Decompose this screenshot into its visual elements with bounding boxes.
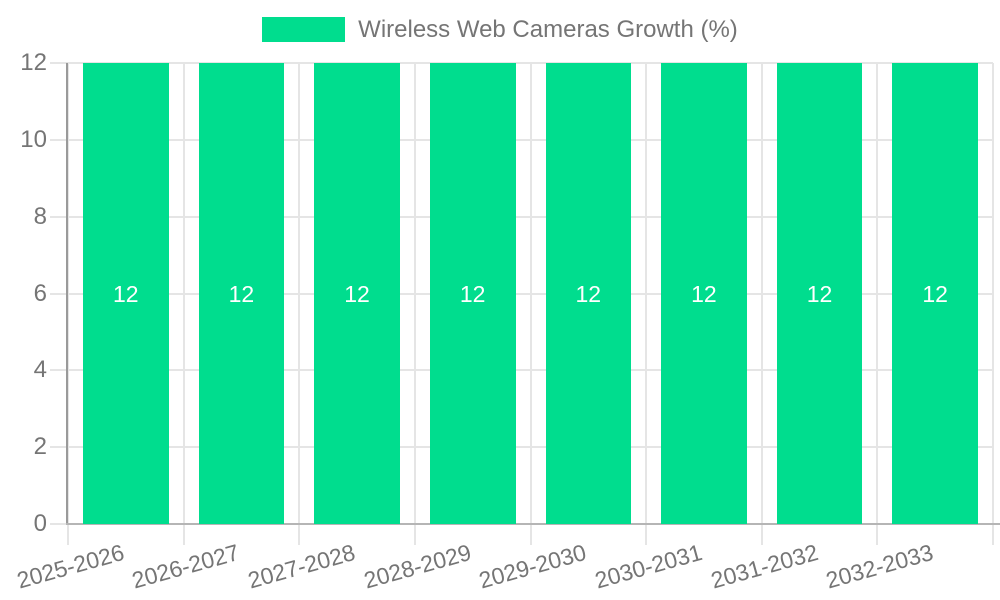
- bar-value-label: 12: [575, 280, 602, 307]
- bar-value-label: 12: [806, 280, 833, 307]
- gridline-horizontal: [50, 369, 993, 372]
- x-axis-tick-label-text: 2031-2032: [707, 539, 821, 594]
- chart-legend-item[interactable]: Wireless Web Cameras Growth (%): [0, 17, 1000, 42]
- bar[interactable]: [198, 63, 285, 524]
- gridline-vertical: [413, 63, 416, 545]
- gridline-horizontal: [50, 292, 993, 295]
- gridline-vertical: [182, 63, 185, 545]
- bar[interactable]: [661, 63, 747, 524]
- gridline-horizontal: [50, 62, 993, 64]
- legend-swatch: [262, 17, 346, 42]
- bar-value-label: 12: [459, 280, 486, 307]
- bar-value-label: 12: [228, 280, 255, 307]
- gridline-vertical: [529, 63, 532, 545]
- y-axis-tick-label: 10: [20, 125, 47, 153]
- y-axis-tick-label: 6: [33, 279, 47, 307]
- gridline-horizontal: [50, 138, 993, 141]
- y-axis-tick-label: 2: [33, 433, 47, 461]
- gridline-horizontal: [50, 446, 993, 449]
- bar-value-label: 12: [344, 280, 370, 307]
- y-axis-tick-label: 8: [33, 202, 47, 230]
- bar[interactable]: [776, 63, 863, 524]
- gridline-vertical: [992, 63, 994, 545]
- gridline-vertical: [760, 63, 763, 545]
- legend-label: Wireless Web Cameras Growth (%): [358, 16, 738, 43]
- bar[interactable]: [429, 63, 516, 524]
- bar-value-label: 12: [691, 280, 717, 307]
- gridline-vertical: [298, 63, 301, 545]
- x-axis-line: [66, 523, 1000, 525]
- gridline-vertical: [67, 63, 69, 545]
- gridline-vertical: [876, 63, 879, 545]
- y-axis-tick-label: 4: [33, 356, 47, 384]
- x-axis-tick-label-text: 2029-2030: [476, 539, 590, 594]
- x-axis-tick-label-text: 2027-2028: [245, 539, 359, 594]
- bar[interactable]: [545, 63, 632, 524]
- x-axis-tick-label-text: 2032-2033: [823, 539, 937, 594]
- gridline-vertical: [645, 63, 648, 545]
- x-axis-tick-label-text: 2028-2029: [360, 539, 474, 594]
- y-axis-tick-label: 0: [33, 510, 47, 537]
- x-axis-tick-label-text: 2030-2031: [591, 539, 705, 594]
- y-axis-line: [66, 63, 68, 524]
- bar[interactable]: [892, 63, 978, 524]
- x-axis-tick-label-text: 2025-2026: [13, 539, 127, 594]
- gridline-horizontal: [50, 215, 993, 218]
- bar-value-label: 12: [922, 280, 948, 307]
- x-axis-tick-label-text: 2026-2027: [129, 539, 243, 594]
- y-axis-tick-label: 12: [20, 49, 47, 76]
- bar[interactable]: [314, 63, 400, 524]
- bar[interactable]: [83, 63, 169, 524]
- bar-value-label: 12: [113, 280, 139, 307]
